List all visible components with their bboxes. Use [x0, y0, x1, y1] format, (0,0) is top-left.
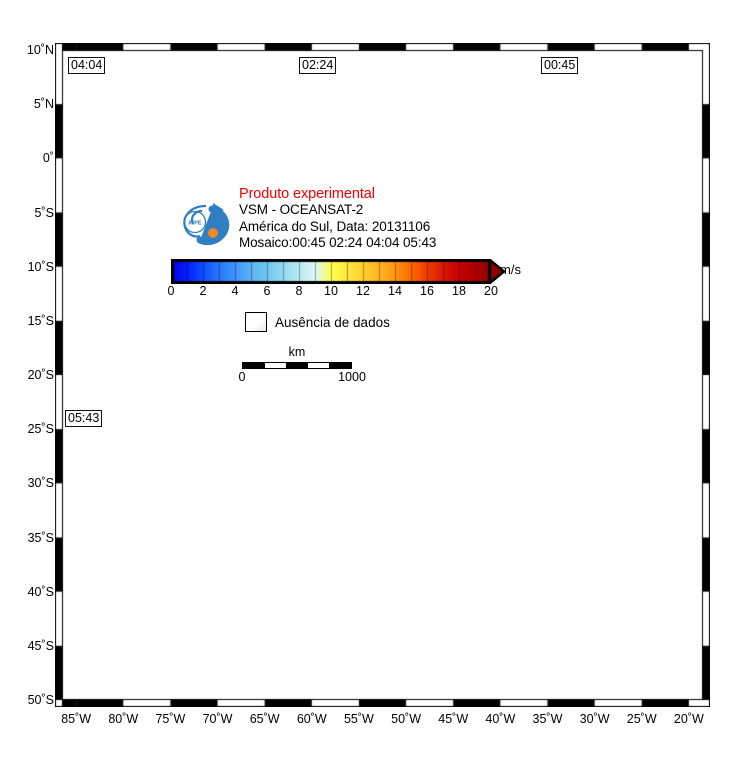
lat-tick-label: 10˚S: [27, 259, 54, 274]
scale-bar: km 0 1000: [238, 345, 366, 384]
region-date-label: América do Sul, Data: 20131106: [239, 218, 431, 234]
scale-bar-right-label: 1000: [338, 370, 366, 384]
lon-tick-label: 40˚W: [485, 712, 516, 726]
lon-tick-label: 25˚W: [626, 712, 657, 726]
colorbar-gradient: [171, 259, 491, 284]
colorbar: 0 2 4 6 8 10 12 14 16 18 20 m/s: [167, 259, 521, 299]
lat-tick-label: 20˚S: [27, 368, 54, 382]
colorbar-tick: 16: [420, 284, 434, 298]
lat-tick-label: 50˚S: [27, 693, 54, 707]
colorbar-tick: 4: [231, 284, 239, 298]
lon-tick-label: 35˚W: [532, 712, 563, 726]
wind-field-canvas: [62, 50, 703, 700]
lon-tick-label: 45˚W: [438, 712, 469, 726]
lon-tick-label: 55˚W: [343, 712, 374, 726]
scale-bar-graphic: [242, 362, 352, 369]
map-plot-area: [62, 50, 703, 700]
colorbar-tick: 14: [388, 284, 402, 298]
lat-tick-label: 10˚N: [26, 43, 54, 57]
colorbar-tick: 18: [452, 284, 466, 298]
lon-tick-label: 60˚W: [296, 712, 327, 726]
swath-time-tag: 05:43: [65, 410, 103, 427]
scale-bar-left-label: 0: [238, 370, 246, 384]
lat-tick-label: 15˚S: [27, 313, 54, 328]
lon-tick-label: 80˚W: [108, 712, 139, 726]
colorbar-max-arrow: [490, 259, 506, 284]
mosaic-times-label: Mosaico:00:45 02:24 04:04 05:43: [239, 235, 437, 250]
lat-tick-label: 35˚S: [27, 530, 54, 545]
experimental-product-label: Produto experimental: [239, 186, 375, 202]
svg-text:INPE: INPE: [188, 221, 201, 227]
colorbar-tick: 12: [356, 284, 370, 298]
lon-tick-label: 30˚W: [579, 712, 610, 726]
lat-tick-label: 5˚S: [34, 205, 54, 220]
swath-time-tag: 00:45: [541, 57, 579, 74]
colorbar-tick: 6: [263, 284, 271, 298]
lat-tick-label: 0˚: [42, 151, 54, 166]
swath-time-tag: 02:24: [299, 57, 337, 74]
lon-tick-label: 65˚W: [249, 712, 280, 726]
lat-tick-label: 25˚S: [27, 422, 54, 437]
sensor-label: VSM - OCEANSAT-2: [239, 202, 364, 217]
colorbar-tick: 20: [484, 284, 498, 298]
lon-tick-label: 85˚W: [61, 712, 92, 726]
colorbar-tick: 8: [295, 284, 303, 298]
lon-tick-label: 50˚W: [391, 712, 421, 726]
scale-bar-labels: 0 1000: [238, 370, 366, 384]
lon-tick-label: 20˚W: [673, 712, 704, 726]
colorbar-tick: 0: [167, 284, 175, 298]
scale-bar-units: km: [288, 345, 306, 359]
lat-tick-label: 5˚N: [33, 97, 54, 112]
colorbar-tick: 10: [324, 284, 338, 298]
no-data-label: Ausência de dados: [275, 314, 390, 330]
no-data-swatch: [245, 312, 267, 332]
lat-tick-label: 30˚S: [27, 476, 54, 491]
annotation-block: Produto experimental VSM - OCEANSAT-2 Am…: [239, 186, 509, 252]
lat-tick-label: 45˚S: [27, 638, 54, 653]
swath-time-tag: 04:04: [68, 57, 106, 74]
lat-tick-label: 40˚S: [27, 584, 54, 599]
colorbar-tick: 2: [199, 284, 207, 298]
no-data-legend: Ausência de dados: [245, 312, 390, 332]
lon-tick-label: 75˚W: [155, 712, 186, 726]
lon-tick-label: 70˚W: [202, 712, 233, 726]
inpe-logo: INPE: [172, 197, 236, 253]
colorbar-units-label: m/s: [500, 262, 521, 277]
